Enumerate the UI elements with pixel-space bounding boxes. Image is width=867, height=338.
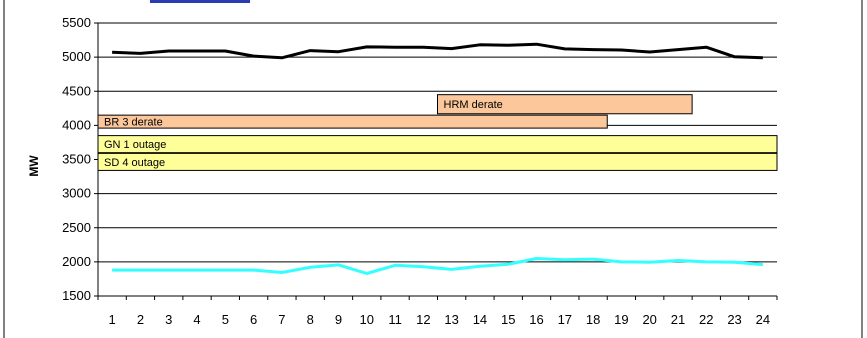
x-tick-label: 6	[250, 312, 257, 327]
x-tick-label: 9	[335, 312, 342, 327]
x-tick-label: 18	[586, 312, 600, 327]
y-tick-label: 2000	[62, 254, 91, 269]
y-tick-label: 5000	[62, 49, 91, 64]
outage-bar-label: BR 3 derate	[104, 117, 163, 129]
y-tick-label: 3000	[62, 186, 91, 201]
x-tick-label: 13	[444, 312, 458, 327]
x-tick-label: 15	[501, 312, 515, 327]
y-tick-label: 3500	[62, 152, 91, 167]
series-lines	[112, 42, 764, 275]
y-tick-label: 1500	[62, 288, 91, 303]
x-tick-label: 16	[529, 312, 543, 327]
title-fragment	[150, 0, 250, 3]
y-axis-label: MW	[27, 155, 41, 177]
x-tick-label: 23	[727, 312, 741, 327]
x-tick-label: 7	[278, 312, 285, 327]
series-line-1	[112, 42, 763, 60]
x-tick-label: 11	[388, 312, 402, 327]
x-tick-label: 10	[360, 312, 374, 327]
outage-bar-label: SD 4 outage	[104, 157, 165, 169]
x-tick-label: 5	[222, 312, 229, 327]
outage-bars: HRM derate BR 3 derate GN 1 outage SD 4 out…	[97, 94, 778, 171]
y-tick-label: 5500	[62, 15, 91, 30]
x-tick-label: 17	[558, 312, 572, 327]
x-tick-label: 12	[416, 312, 430, 327]
x-tick-label: 24	[756, 312, 770, 327]
x-tick-label: 8	[307, 312, 314, 327]
x-tick-label: 20	[642, 312, 656, 327]
outage-bar-label: HRM derate	[444, 99, 503, 111]
x-tick-label: 21	[671, 312, 685, 327]
x-tick-label: 2	[137, 312, 144, 327]
x-tick-label: 3	[165, 312, 172, 327]
x-tick-label: 14	[473, 312, 487, 327]
y-tick-label: 2500	[62, 220, 91, 235]
outage-bar	[97, 135, 778, 154]
outage-bar-label: GN 1 outage	[104, 139, 166, 151]
x-tick-label: 1	[109, 312, 116, 327]
x-tick-label: 4	[193, 312, 200, 327]
y-tick-label: 4500	[62, 83, 91, 98]
outage-bar	[97, 114, 608, 129]
series-line-2	[112, 257, 764, 275]
outage-bar	[437, 94, 693, 115]
x-tick-label: 22	[699, 312, 713, 327]
outage-bar	[97, 152, 778, 171]
y-tick-label: 4000	[62, 117, 91, 132]
x-tick-label: 19	[614, 312, 628, 327]
